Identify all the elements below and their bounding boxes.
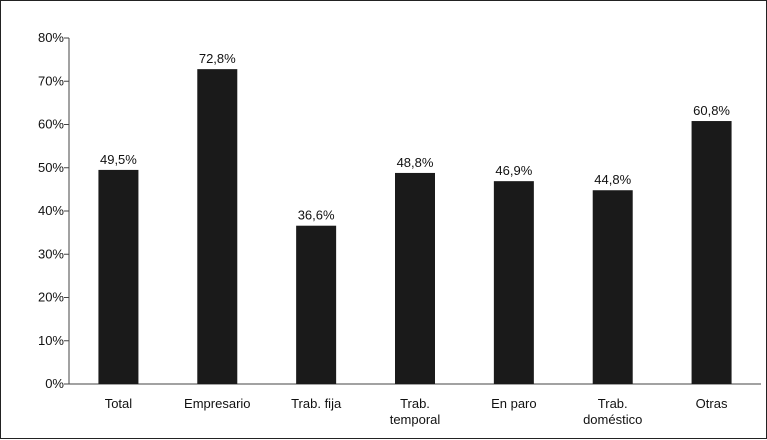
- category-label: Empresario: [184, 396, 250, 411]
- data-label: 46,9%: [495, 163, 532, 178]
- y-tick-label: 70%: [38, 73, 64, 88]
- data-label: 49,5%: [100, 152, 137, 167]
- y-tick-label: 20%: [38, 290, 64, 305]
- y-tick-label: 10%: [38, 333, 64, 348]
- category-label: Otras: [696, 396, 728, 411]
- data-label: 48,8%: [397, 155, 434, 170]
- y-tick-label: 0%: [45, 376, 64, 391]
- category-label: doméstico: [583, 412, 642, 427]
- bar: [493, 181, 534, 384]
- y-tick-label: 50%: [38, 160, 64, 175]
- bar: [296, 225, 337, 384]
- y-tick-label: 60%: [38, 117, 64, 132]
- data-label: 36,6%: [298, 208, 335, 223]
- bar: [592, 190, 633, 384]
- bar: [691, 121, 732, 384]
- y-tick-label: 30%: [38, 246, 64, 261]
- bar: [395, 172, 435, 384]
- y-tick-label: 80%: [38, 30, 64, 45]
- category-label: Trab. fija: [291, 396, 342, 411]
- data-label: 60,8%: [693, 103, 730, 118]
- bar: [98, 169, 139, 384]
- category-label: Trab.: [598, 396, 628, 411]
- bar: [197, 69, 238, 384]
- category-label: Trab.: [400, 396, 430, 411]
- y-tick-label: 40%: [38, 203, 64, 218]
- category-label: temporal: [390, 412, 441, 427]
- category-label: Total: [105, 396, 133, 411]
- category-label: En paro: [491, 396, 537, 411]
- data-label: 44,8%: [594, 172, 631, 187]
- data-label: 72,8%: [199, 51, 236, 66]
